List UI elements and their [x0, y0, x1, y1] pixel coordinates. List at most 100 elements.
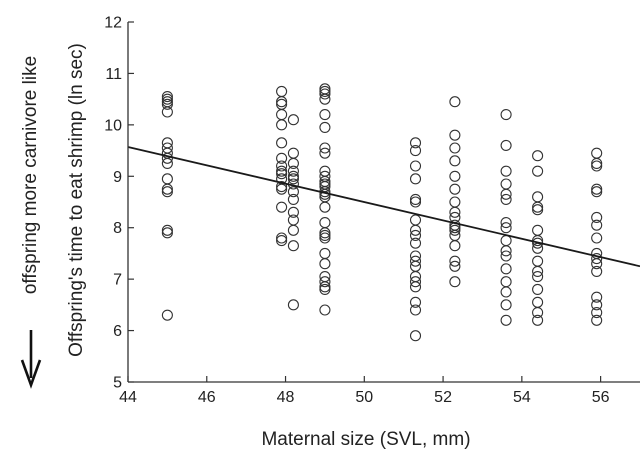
data-point [287, 186, 299, 198]
data-point [409, 281, 422, 293]
data-point [449, 170, 461, 182]
y-tick-label: 9 [113, 169, 122, 186]
data-point [161, 186, 173, 198]
data-point [591, 183, 603, 195]
data-point [161, 183, 173, 195]
data-point [500, 286, 512, 298]
data-point [532, 224, 544, 236]
data-point [532, 150, 544, 162]
data-point [500, 109, 512, 121]
data-point [287, 114, 299, 126]
data-point [591, 314, 603, 326]
data-point [591, 253, 603, 265]
data-point [161, 227, 173, 239]
data-point [409, 137, 422, 149]
data-point [319, 147, 331, 159]
trend-line-group [127, 146, 640, 268]
data-point [591, 219, 603, 231]
data-point [532, 204, 544, 216]
data-point [287, 173, 299, 185]
x-tick-label: 56 [592, 389, 610, 406]
data-point [449, 240, 461, 252]
data-point [409, 145, 422, 157]
data-point [532, 191, 544, 203]
data-point [287, 170, 299, 182]
data-point [532, 307, 544, 319]
data-point [449, 155, 461, 167]
x-tick-label: 52 [434, 389, 452, 406]
data-point [409, 160, 422, 172]
data-point [161, 309, 173, 321]
data-point [276, 168, 288, 180]
data-point [409, 193, 422, 205]
data-point [319, 283, 331, 295]
data-point [287, 165, 299, 177]
data-point [276, 181, 288, 193]
data-point [500, 222, 512, 234]
data-point [319, 229, 331, 241]
data-point [276, 160, 288, 172]
data-point [500, 263, 512, 275]
x-tick-label: 50 [355, 389, 373, 406]
data-point [500, 178, 512, 190]
x-tick-label: 46 [198, 389, 216, 406]
data-point [500, 276, 512, 288]
data-point [409, 304, 422, 316]
data-point [319, 85, 331, 97]
data-point [500, 217, 512, 229]
data-point [591, 307, 603, 319]
data-point [449, 183, 461, 195]
down-arrow-icon [20, 330, 42, 389]
data-point [319, 217, 331, 229]
data-point [500, 193, 512, 205]
data-point [287, 240, 299, 252]
data-point [449, 142, 461, 154]
data-point [591, 160, 603, 172]
data-point [591, 291, 603, 303]
data-point [161, 98, 173, 110]
data-point [500, 165, 512, 177]
data-point [591, 232, 603, 244]
data-point [532, 296, 544, 308]
data-point [276, 137, 288, 149]
data-point [449, 255, 461, 267]
data-point [319, 93, 331, 105]
data-point [319, 281, 331, 293]
y-tick-label: 6 [113, 323, 122, 340]
data-point [591, 299, 603, 311]
data-point [532, 271, 544, 283]
data-point [532, 265, 544, 277]
data-point [276, 165, 288, 177]
data-point [532, 314, 544, 326]
data-point [500, 235, 512, 247]
data-point [409, 224, 422, 236]
data-point [276, 119, 288, 131]
y-tick-label: 7 [113, 272, 122, 289]
data-point [591, 258, 603, 270]
data-point [500, 314, 512, 326]
data-point [591, 147, 603, 159]
data-point [319, 258, 331, 270]
data-point [161, 93, 173, 105]
data-point [500, 299, 512, 311]
data-point [319, 142, 331, 154]
data-point [287, 224, 299, 236]
data-point [409, 229, 422, 241]
data-point [449, 260, 461, 272]
data-point [276, 152, 288, 164]
x-tick-label: 54 [513, 389, 531, 406]
data-point [532, 255, 544, 267]
y-tick-label: 10 [104, 117, 122, 134]
data-point [287, 193, 299, 205]
data-point [287, 206, 299, 218]
data-point [500, 188, 512, 200]
data-point [276, 235, 288, 247]
data-point [319, 276, 331, 288]
data-point [319, 247, 331, 259]
x-axis-title: Maternal size (SVL, mm) [261, 429, 470, 450]
data-point [409, 214, 422, 226]
data-point [409, 196, 422, 208]
data-point [287, 214, 299, 226]
